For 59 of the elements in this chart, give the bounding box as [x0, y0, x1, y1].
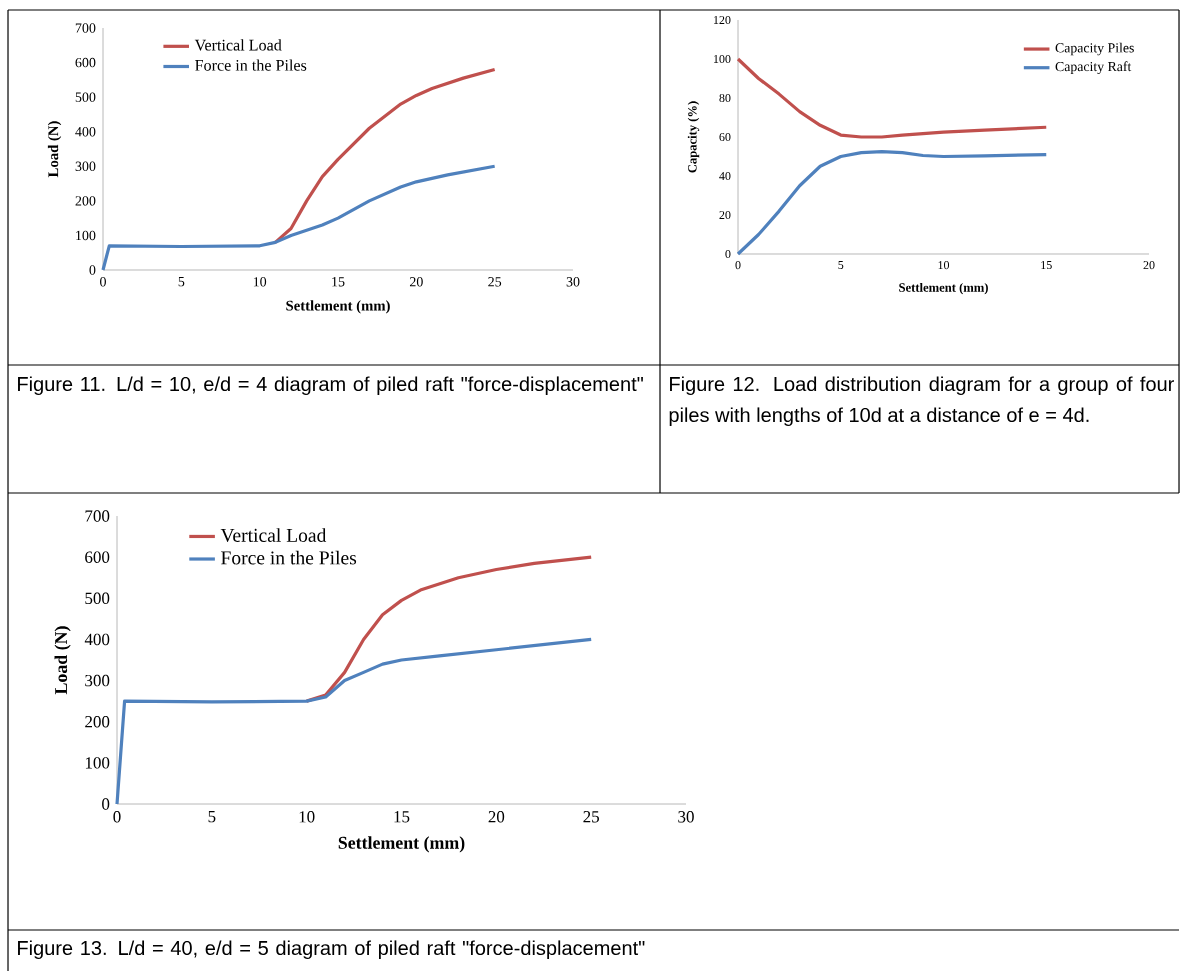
- y-tick-label: 0: [102, 798, 110, 810]
- y-tick-label: 60: [719, 132, 731, 142]
- x-tick-label: 5: [208, 811, 216, 823]
- x-tick-label: 5: [838, 261, 844, 270]
- x-tick-label: 5: [178, 277, 185, 287]
- y-tick-label: 600: [75, 57, 96, 68]
- x-axis-title: Settlement (mm): [286, 300, 390, 314]
- x-tick-label: 0: [113, 811, 121, 823]
- legend-label: Vertical Load: [194, 39, 282, 51]
- x-tick-label: 10: [253, 277, 267, 287]
- x-tick-label: 25: [583, 811, 600, 823]
- x-tick-label: 30: [566, 277, 580, 287]
- x-tick-label: 25: [488, 277, 502, 287]
- x-tick-label: 15: [1041, 261, 1052, 270]
- y-tick-label: 600: [85, 551, 110, 563]
- caption: Figure 12. Load distribution diagram for a group of four piles with lengths of 10d at a distance of e = 4d.: [669, 376, 1174, 427]
- y-tick-label: 0: [725, 249, 731, 259]
- legend-label: Capacity Raft: [1055, 61, 1132, 75]
- x-axis-title: Settlement (mm): [338, 836, 465, 853]
- x-tick-label: 15: [394, 811, 410, 823]
- legend-label: Vertical Load: [220, 528, 327, 543]
- y-tick-label: 700: [75, 23, 96, 33]
- x-tick-label: 20: [409, 277, 423, 287]
- legend-label: Force in the Piles: [195, 59, 307, 71]
- line-series: [736, 57, 1048, 139]
- caption: Figure 11. L/d = 10, e/d = 4 diagram of piled raft "force-displacement": [18, 376, 643, 396]
- legend-label: Capacity Piles: [1055, 42, 1134, 56]
- line-series: [101, 164, 497, 272]
- y-tick-label: 80: [719, 93, 731, 103]
- x-tick-label: 10: [299, 811, 315, 823]
- y-tick-label: 500: [85, 592, 110, 605]
- x-tick-label: 20: [1143, 261, 1155, 270]
- x-tick-label: 10: [938, 261, 950, 270]
- y-tick-label: 500: [75, 92, 96, 102]
- y-tick-label: 100: [76, 230, 96, 241]
- y-tick-label: 20: [719, 210, 731, 220]
- y-tick-label: 200: [75, 196, 96, 206]
- y-axis-title: Load (N): [54, 626, 71, 695]
- y-tick-label: 400: [75, 126, 96, 137]
- y-tick-label: 300: [85, 674, 110, 687]
- x-tick-label: 30: [678, 811, 694, 823]
- y-tick-label: 300: [75, 161, 96, 171]
- y-tick-label: 200: [85, 716, 110, 728]
- caption: Figure 13. L/d = 40, e/d = 5 diagram of piled raft "force-displacement": [18, 940, 645, 960]
- y-tick-label: 40: [719, 171, 731, 181]
- legend-label: Force in the Piles: [221, 550, 357, 565]
- y-axis-title: Capacity (%): [687, 101, 700, 173]
- line-series: [115, 637, 593, 806]
- y-tick-label: 400: [84, 633, 110, 646]
- x-tick-label: 0: [735, 261, 741, 270]
- x-tick-label: 15: [332, 277, 345, 287]
- x-tick-label: 20: [488, 811, 505, 823]
- y-tick-label: 100: [85, 757, 110, 769]
- line-series: [736, 150, 1048, 256]
- y-tick-label: 700: [85, 510, 110, 522]
- y-axis-title: Load (N): [47, 121, 62, 178]
- y-tick-label: 100: [714, 54, 731, 64]
- x-axis-title: Settlement (mm): [899, 282, 988, 295]
- y-tick-label: 120: [714, 15, 731, 25]
